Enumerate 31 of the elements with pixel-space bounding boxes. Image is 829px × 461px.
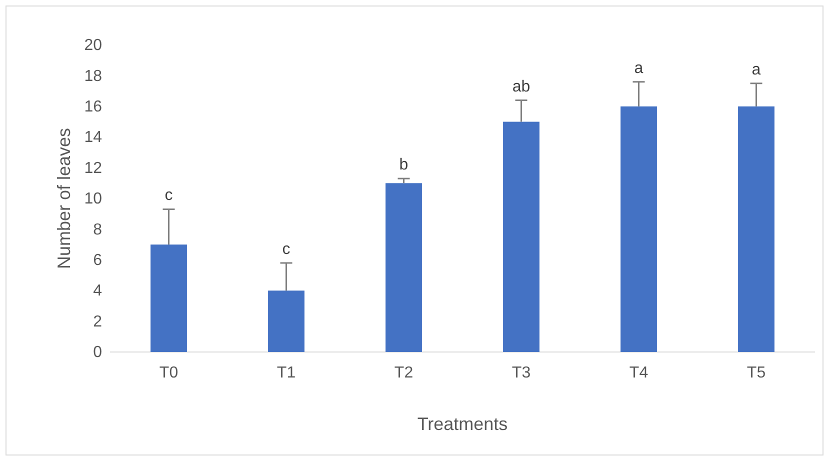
y-axis-title: Number of leaves [54, 128, 74, 270]
x-tick-label: T4 [629, 364, 648, 382]
x-tick-label: T5 [746, 364, 766, 382]
x-tick-label: T2 [394, 364, 414, 382]
y-tick-label: 20 [84, 37, 102, 54]
y-tick-label: 10 [84, 190, 102, 208]
y-tick-label: 2 [93, 313, 102, 330]
y-tick-label: 6 [93, 252, 102, 270]
annotation: ab [512, 78, 530, 96]
bar [386, 183, 422, 352]
y-tick-label: 8 [93, 221, 102, 238]
bar [268, 290, 304, 352]
x-axis-title: Treatments [417, 414, 508, 434]
bar [150, 244, 187, 352]
x-tick-label: T0 [159, 364, 178, 382]
annotation: c [164, 187, 173, 204]
bar [620, 106, 657, 352]
y-tick-label: 12 [84, 160, 102, 177]
y-tick-label: 16 [84, 98, 102, 116]
y-tick-label: 18 [84, 68, 102, 85]
annotation: c [282, 240, 290, 258]
x-tick-label: T3 [512, 364, 531, 382]
annotation: a [752, 61, 761, 78]
y-tick-label: 14 [84, 129, 102, 146]
annotation: a [634, 60, 644, 77]
x-tick-label: T1 [276, 364, 296, 382]
y-tick-label: 0 [93, 344, 102, 362]
y-tick-label: 4 [93, 282, 102, 300]
bar [738, 106, 774, 352]
annotation: b [399, 156, 408, 174]
bar [503, 122, 540, 352]
